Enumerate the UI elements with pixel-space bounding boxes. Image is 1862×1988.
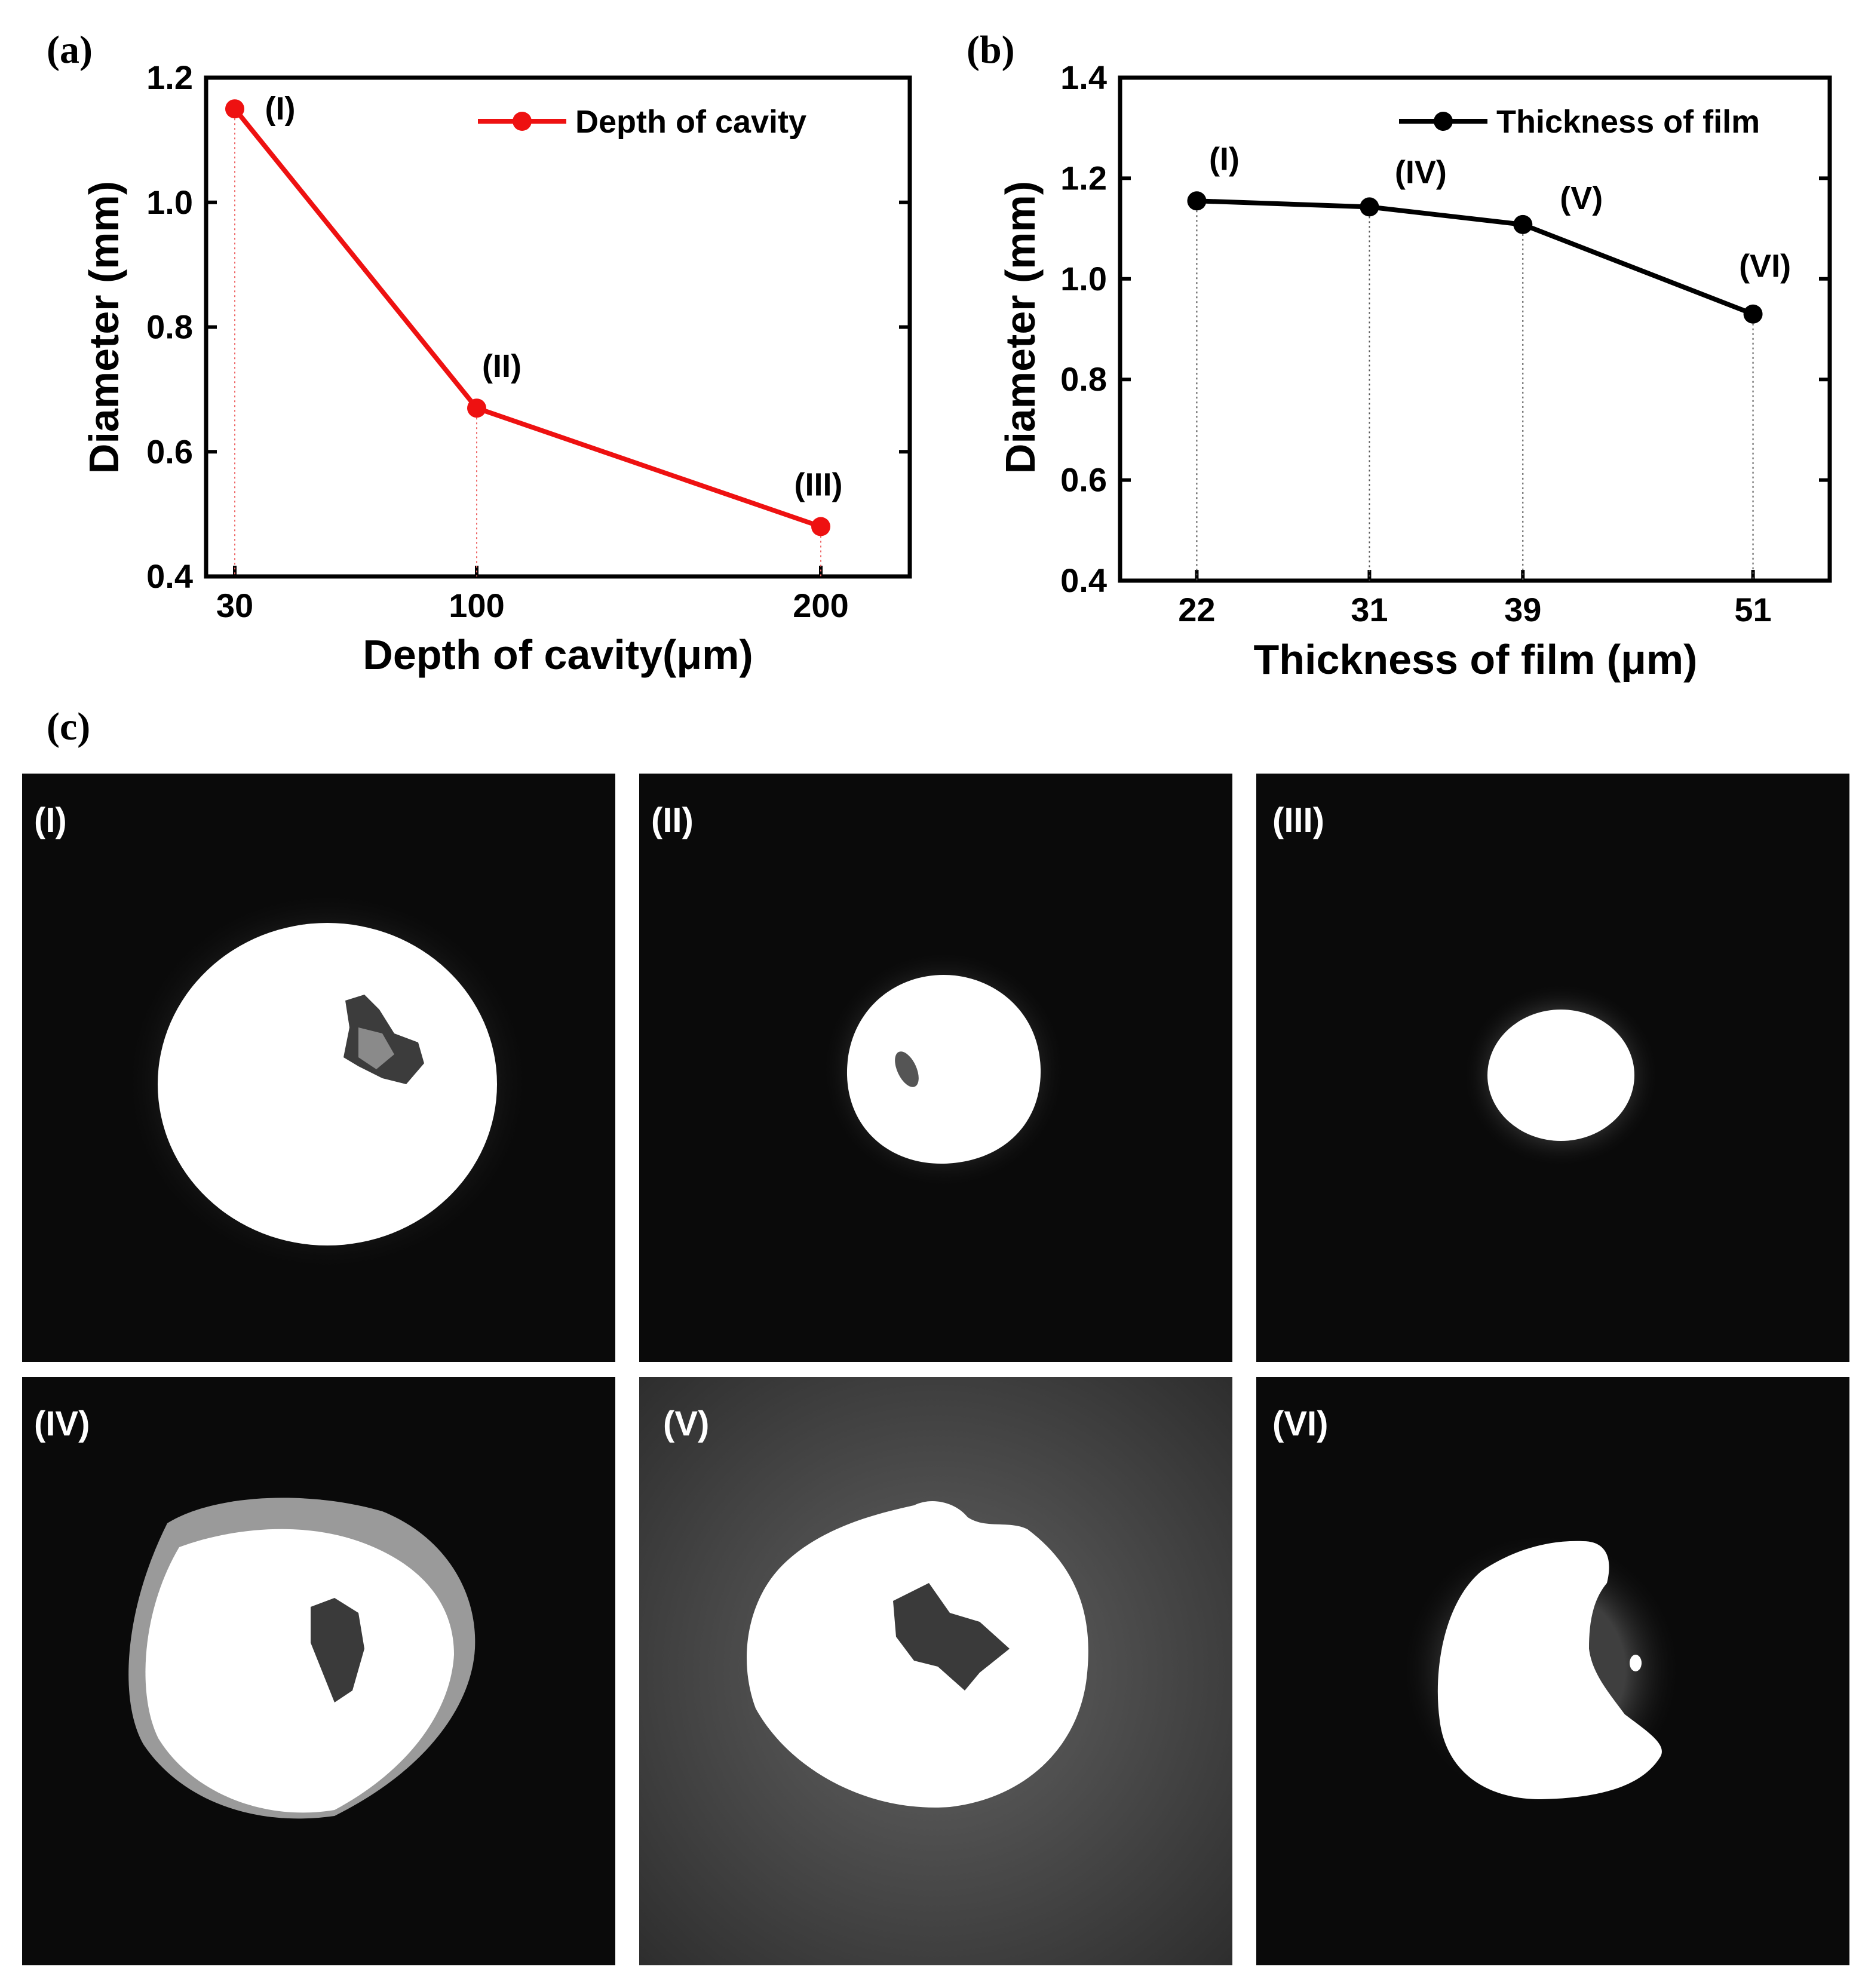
data-point-a xyxy=(467,398,486,418)
data-point-a xyxy=(225,99,244,119)
micrograph-VI: (VI) xyxy=(1256,1377,1849,1965)
bright-spot xyxy=(145,1529,454,1813)
legend-label-b: Thickness of film xyxy=(1496,104,1760,140)
bright-spot xyxy=(1487,1010,1634,1141)
x-tick-label-a: 200 xyxy=(793,587,848,624)
small-bright-spot xyxy=(1630,1655,1642,1671)
data-point-b xyxy=(1187,191,1207,211)
micrograph-label: (VI) xyxy=(1272,1404,1328,1443)
x-tick-label-b: 22 xyxy=(1178,591,1215,628)
x-tick-label-b: 31 xyxy=(1351,591,1388,628)
plot-frame-b xyxy=(1118,75,1832,583)
micrograph-label: (III) xyxy=(1272,801,1324,840)
micrograph-I: (I) xyxy=(22,774,615,1362)
bright-spot xyxy=(158,923,497,1245)
x-tick-label-a: 30 xyxy=(216,587,253,624)
point-label-b: (V) xyxy=(1560,180,1603,216)
point-label-a: (II) xyxy=(482,348,522,384)
y-tick-label-a: 1.0 xyxy=(146,183,193,221)
data-point-a xyxy=(811,517,830,536)
data-point-b xyxy=(1513,214,1533,234)
chart-a-marks: 0.4 0.6 0.8 1.0 1.2 30 100 200 (I) (II) (III) xyxy=(146,59,910,624)
chart-b: 0.4 0.6 0.8 1.0 1.2 1.4 22 31 39 51 (I) (IV) (V) (VI)… xyxy=(997,59,1832,683)
dark-inclusion xyxy=(895,1051,919,1087)
x-axis-title-b: Thickness of film (μm) xyxy=(1254,636,1698,683)
chart-b-marks: 0.4 0.6 0.8 1.0 1.2 1.4 22 31 39 51 (I) (IV) (V) (VI) xyxy=(1060,59,1830,628)
light-inclusion xyxy=(358,1027,394,1069)
data-point-b xyxy=(1743,304,1763,324)
y-tick-label-b: 0.4 xyxy=(1060,562,1107,599)
series-line-a xyxy=(232,107,822,529)
legend-a: Depth of cavity xyxy=(478,104,806,140)
y-tick-label-b: 1.2 xyxy=(1060,159,1107,197)
micrograph-III: (III) xyxy=(1256,774,1849,1362)
series-line-b xyxy=(1197,198,1754,317)
x-axis-title-a: Depth of cavity(μm) xyxy=(363,631,753,678)
panel-letter-b: (b) xyxy=(967,28,1015,72)
data-point-b xyxy=(1360,197,1379,217)
y-axis-title-b: Diameter (mm) xyxy=(997,181,1044,474)
panel-letter-c: (c) xyxy=(47,705,90,748)
point-label-b: (IV) xyxy=(1395,154,1447,190)
x-tick-label-a: 100 xyxy=(449,587,504,624)
micrograph-label: (IV) xyxy=(34,1404,90,1443)
legend-marker-a xyxy=(513,112,532,131)
chart-a: 0.4 0.6 0.8 1.0 1.2 30 100 200 (I) (II) (III) Dept… xyxy=(81,59,912,678)
y-tick-label-a: 1.2 xyxy=(146,59,193,96)
point-label-b: (VI) xyxy=(1739,249,1791,284)
point-label-b: (I) xyxy=(1209,141,1240,177)
y-axis-title-a: Diameter (mm) xyxy=(81,181,127,474)
dark-inclusion xyxy=(311,1598,364,1702)
y-tick-label-a: 0.4 xyxy=(146,557,193,595)
micrograph-V: (V) xyxy=(639,1377,1232,1965)
y-tick-label-a: 0.8 xyxy=(146,308,193,346)
bright-spot xyxy=(1437,1541,1662,1799)
y-tick-label-b: 0.6 xyxy=(1060,461,1107,499)
micrograph-label: (II) xyxy=(651,801,694,840)
micrograph-label: (I) xyxy=(34,801,67,840)
bright-spot xyxy=(846,975,1041,1164)
micrograph-IV: (IV) xyxy=(22,1377,615,1965)
x-tick-label-b: 39 xyxy=(1504,591,1541,628)
point-label-a: (I) xyxy=(265,91,296,127)
y-tick-label-a: 0.6 xyxy=(146,432,193,470)
y-tick-label-b: 1.0 xyxy=(1060,260,1107,297)
legend-label-a: Depth of cavity xyxy=(575,104,806,140)
legend-b: Thickness of film xyxy=(1399,104,1760,140)
y-tick-label-b: 1.4 xyxy=(1060,59,1107,96)
micrograph-II: (II) xyxy=(639,774,1232,1362)
panel-letter-a: (a) xyxy=(47,28,93,72)
legend-marker-b xyxy=(1434,112,1453,131)
y-tick-label-b: 0.8 xyxy=(1060,360,1107,398)
dark-inclusion xyxy=(893,1583,1010,1691)
micrograph-label: (V) xyxy=(663,1404,709,1443)
x-tick-label-b: 51 xyxy=(1734,591,1771,628)
point-label-a: (III) xyxy=(795,467,843,503)
micrograph-grid: (I) (II) (III) (IV) xyxy=(22,774,1849,1965)
